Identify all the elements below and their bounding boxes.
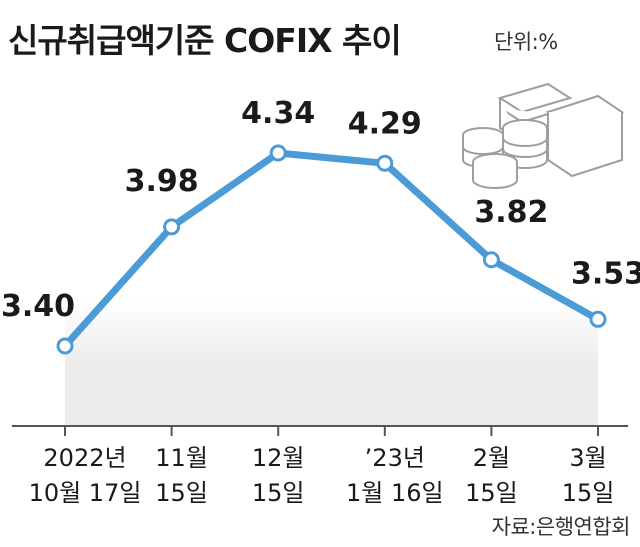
x-tick-label: 15일 bbox=[562, 479, 615, 507]
x-tick-label: 12월 bbox=[252, 444, 305, 472]
data-label: 4.29 bbox=[348, 106, 422, 141]
unit-label: 단위:% bbox=[494, 30, 558, 54]
chart-title: 신규취급액기준 COFIX 추이 bbox=[8, 21, 402, 60]
data-label: 4.34 bbox=[241, 96, 315, 131]
series-line bbox=[61, 149, 602, 350]
x-tick-label: 10월 17일 bbox=[29, 479, 142, 507]
data-label: 3.82 bbox=[474, 195, 548, 230]
data-point bbox=[589, 310, 607, 328]
x-tick-label: 1월 16일 bbox=[346, 479, 444, 507]
data-point bbox=[56, 337, 74, 355]
coin-stack-icon bbox=[462, 82, 625, 189]
x-tick-label: 15일 bbox=[155, 479, 208, 507]
x-tick-label: 2월 bbox=[473, 444, 510, 472]
data-point bbox=[269, 144, 287, 162]
x-tick-label: ’23년 bbox=[365, 444, 425, 472]
x-tick-label: 11월 bbox=[155, 444, 208, 472]
plot-band bbox=[65, 366, 598, 426]
data-label: 3.98 bbox=[125, 164, 199, 199]
x-tick-label: 15일 bbox=[465, 479, 518, 507]
x-tick-label: 2022년 bbox=[43, 444, 126, 472]
data-point bbox=[482, 251, 500, 269]
data-point bbox=[163, 218, 181, 236]
source-note: 자료:은행연합회 bbox=[491, 515, 631, 539]
data-label: 3.53 bbox=[571, 256, 640, 291]
x-tick-label: 3월 bbox=[569, 444, 606, 472]
data-point bbox=[376, 154, 394, 172]
data-label: 3.40 bbox=[1, 289, 75, 324]
plot-fade bbox=[65, 300, 598, 366]
x-tick-label: 15일 bbox=[252, 479, 305, 507]
